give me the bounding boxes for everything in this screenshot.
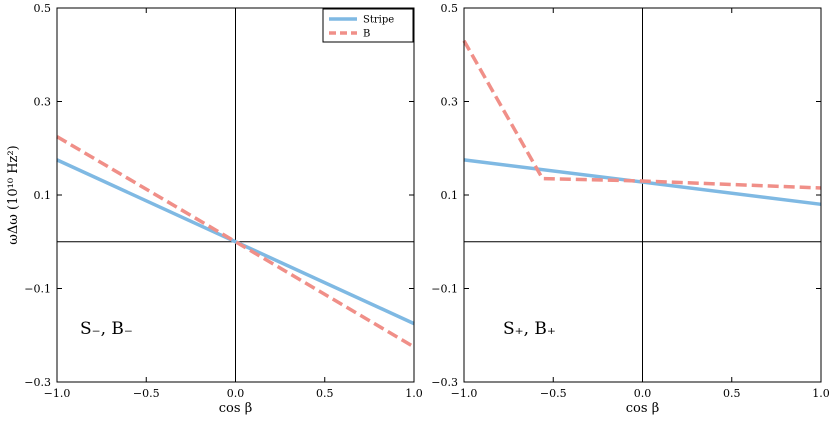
- y-tick-label: 0.5: [34, 2, 52, 15]
- series-line-b: [462, 39, 822, 190]
- series-line-b: [56, 135, 415, 349]
- y-tick-label: −0.1: [431, 283, 458, 296]
- x-tick-label: 0.0: [227, 387, 245, 400]
- right-panel: −1.0 −0.5 0.0 0.5 1.0 0.5 0.3 0.1 −0.1 −0.3 cos β S…: [431, 2, 829, 416]
- series-line-stripe: [56, 158, 415, 326]
- x-axis-label: cos β: [219, 401, 252, 416]
- legend-box: [322, 8, 414, 43]
- legend-label-stripe: Stripe: [363, 15, 394, 26]
- y-tick-label: 0.3: [34, 96, 52, 109]
- y-tick-label: −0.3: [431, 376, 458, 389]
- x-tick-label: −1.0: [451, 387, 478, 400]
- legend-label-b: B: [363, 29, 370, 40]
- panel-label: S₊, B₊: [503, 319, 556, 339]
- y-tick-label: −0.3: [24, 376, 51, 389]
- x-axis-label: cos β: [626, 401, 659, 416]
- x-tick-label: −0.5: [540, 387, 567, 400]
- x-tick-label: 0.5: [316, 387, 334, 400]
- x-tick-label: 1.0: [812, 387, 830, 400]
- y-axis-label: ωΔω (10¹⁰ Hz²): [6, 145, 21, 244]
- y-tick-label: −0.1: [24, 283, 51, 296]
- x-tick-label: 0.5: [723, 387, 741, 400]
- x-tick-label: −0.5: [133, 387, 160, 400]
- x-tick-label: 0.0: [634, 387, 652, 400]
- left-panel: −1.0 −0.5 0.0 0.5 1.0 0.5 0.3 0.1 −0.1 −0.3 cos β S…: [24, 2, 422, 416]
- legend: Stripe B: [322, 8, 414, 43]
- panel-label: S₋, B₋: [80, 319, 133, 339]
- y-tick-label: 0.1: [34, 189, 52, 202]
- y-tick-label: 0.3: [441, 96, 459, 109]
- x-tick-label: 1.0: [405, 387, 423, 400]
- y-tick-label: 0.5: [441, 2, 459, 15]
- y-tick-label: 0.1: [441, 189, 459, 202]
- x-tick-label: −1.0: [44, 387, 71, 400]
